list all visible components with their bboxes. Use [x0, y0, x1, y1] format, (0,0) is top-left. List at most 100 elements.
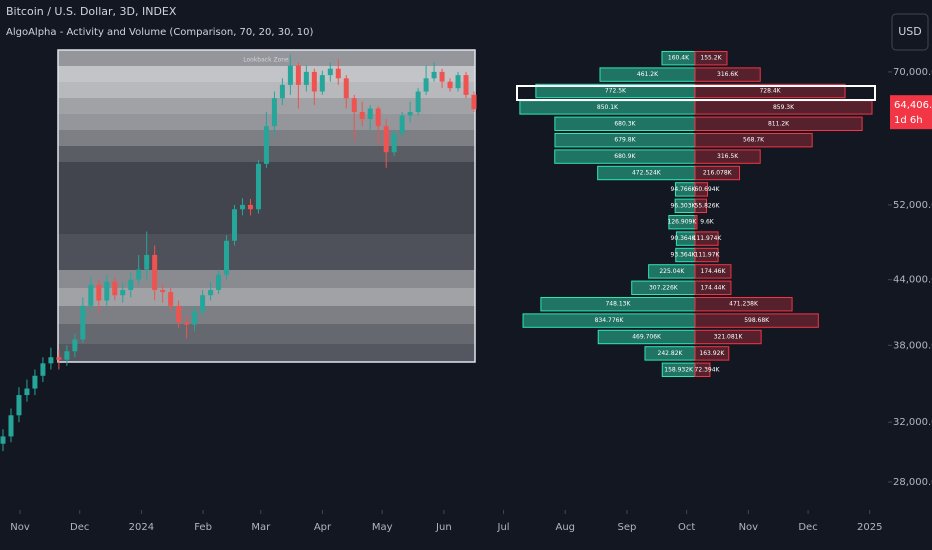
- x-tick-label: Dec: [798, 522, 817, 533]
- sell-bar: [694, 198, 708, 214]
- candle-body: [343, 78, 349, 99]
- candle-body: [431, 71, 437, 79]
- x-tick-label: 2024: [129, 522, 154, 533]
- annotation: Lookback Zone: [243, 57, 289, 64]
- sell-bar: [694, 264, 732, 279]
- sell-bar: [694, 116, 863, 131]
- candle-body: [168, 292, 174, 306]
- buy-label: 158.932K: [664, 366, 694, 373]
- candle-body: [128, 279, 134, 290]
- sell-label: 55.826K: [695, 202, 721, 209]
- sell-bar: [694, 67, 761, 82]
- buy-label: 242.82K: [658, 350, 684, 357]
- candle-body: [287, 65, 293, 85]
- sell-bar: [694, 297, 793, 312]
- x-tick-label: Oct: [678, 522, 695, 533]
- countdown: 1d 6h: [894, 115, 923, 126]
- sell-label: 111.97K: [695, 252, 721, 259]
- currency[interactable]: USD: [898, 25, 922, 38]
- candle-body: [407, 112, 413, 116]
- candle-body: [263, 126, 269, 164]
- x-tick-label: Dec: [70, 522, 89, 533]
- sell-bar: [694, 51, 728, 66]
- candle-body: [112, 281, 118, 296]
- buy-label: 160.4K: [668, 55, 690, 62]
- candle-body: [447, 81, 453, 89]
- candle-body: [208, 289, 214, 296]
- sell-bar: [694, 313, 819, 328]
- candle-body: [40, 363, 46, 376]
- candle-body: [232, 209, 238, 241]
- sell-label: 174.44K: [700, 284, 726, 291]
- y-tick-label: 38,000.00: [893, 340, 932, 351]
- candle-body: [319, 75, 325, 92]
- candle-body: [136, 269, 142, 280]
- candle-body: [56, 357, 62, 360]
- candle-body: [415, 91, 421, 113]
- candle-body: [359, 112, 365, 120]
- candle-body: [303, 71, 309, 85]
- candle-body: [463, 75, 469, 95]
- y-tick-label: 32,000.00: [893, 417, 932, 428]
- candle-body: [88, 284, 94, 306]
- candle-body: [295, 65, 301, 85]
- zone-band: [58, 98, 475, 114]
- candle-body: [351, 98, 357, 113]
- zone-band: [58, 162, 475, 234]
- sell-label: 316.6K: [717, 71, 739, 78]
- candle-body: [152, 254, 158, 290]
- indicator-name: AlgoAlpha - Activity and Volume (Compari…: [6, 27, 314, 38]
- candle-body: [383, 126, 389, 153]
- zone-band: [58, 344, 475, 362]
- sell-bar: [694, 231, 719, 246]
- zone-band: [58, 66, 475, 82]
- buy-label: 94.766K: [671, 186, 697, 193]
- sell-bar: [694, 182, 709, 197]
- candle-body: [200, 295, 206, 312]
- sell-label: 471.238K: [729, 301, 759, 308]
- buy-label: 472.524K: [632, 170, 662, 177]
- buy-label: 834.776K: [595, 317, 625, 324]
- candle-body: [160, 289, 166, 293]
- sell-bar: [694, 83, 846, 99]
- sell-label: 598.68K: [744, 317, 770, 324]
- x-tick-label: Mar: [251, 522, 271, 533]
- sell-bar: [694, 149, 761, 164]
- buy-label: 96.303K: [671, 202, 697, 209]
- candle-body: [16, 395, 22, 416]
- sell-label: 155.2K: [700, 55, 722, 62]
- candle-body: [255, 163, 261, 210]
- candle-body: [327, 68, 333, 76]
- candle-body: [72, 339, 78, 352]
- candle-body: [311, 71, 317, 92]
- last-price-tag: [890, 95, 932, 130]
- sell-bar: [694, 329, 762, 345]
- candle-body: [184, 322, 190, 325]
- last-price-label: 64,406.81: [894, 100, 932, 111]
- sell-bar: [694, 165, 741, 181]
- candle-body: [120, 289, 126, 296]
- candle-body: [96, 284, 102, 301]
- candle-body: [471, 94, 477, 110]
- candle-body: [399, 115, 405, 134]
- candle-body: [80, 305, 86, 340]
- x-tick-label: Nov: [10, 522, 30, 533]
- current-row-highlight: [516, 85, 876, 101]
- sell-label: 216.078K: [703, 170, 733, 177]
- candle-body: [391, 133, 397, 153]
- zone-band: [58, 234, 475, 270]
- zone-band: [58, 82, 475, 98]
- sell-label: 316.5K: [717, 153, 739, 160]
- zone-band: [58, 50, 475, 66]
- candle-body: [455, 75, 461, 89]
- sell-label: 111.974K: [693, 235, 723, 242]
- x-tick-label: Nov: [739, 522, 759, 533]
- buy-label: 93.364K: [671, 252, 697, 259]
- candle-body: [144, 254, 150, 270]
- x-tick-label: Jun: [435, 522, 452, 533]
- buy-label: 772.5K: [605, 88, 627, 95]
- currency-button[interactable]: [891, 13, 929, 51]
- sell-label: 568.7K: [743, 137, 765, 144]
- x-tick-label: Jul: [497, 522, 510, 533]
- zone-band: [58, 324, 475, 344]
